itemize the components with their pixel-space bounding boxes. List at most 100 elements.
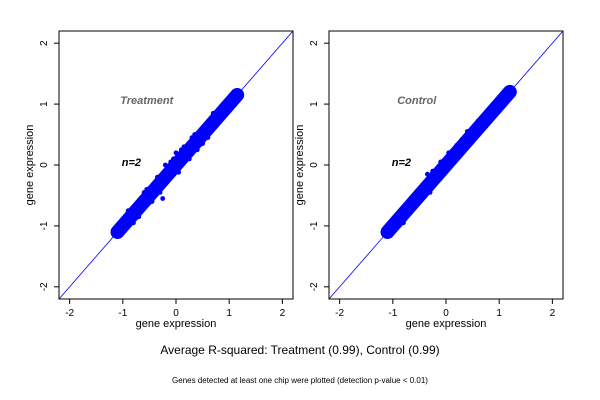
- data-point-control: [395, 217, 401, 223]
- data-point-control: [451, 147, 457, 153]
- data-point-control: [459, 137, 465, 142]
- data-point-control: [438, 168, 444, 174]
- y-tick-label-control: 2: [309, 40, 320, 46]
- data-point-treatment: [139, 202, 144, 208]
- data-point-treatment: [232, 94, 237, 100]
- data-point-treatment: [131, 212, 136, 218]
- caption-r-squared: Average R-squared: Treatment (0.99), Con…: [160, 343, 440, 357]
- data-point-treatment: [194, 147, 200, 153]
- caption-detection-note: Genes detected at least one chip were pl…: [172, 376, 428, 385]
- y-axis-label-control: gene expression: [294, 125, 306, 206]
- data-point-treatment: [189, 144, 195, 150]
- data-point-treatment: [131, 220, 136, 226]
- data-point-treatment: [152, 180, 158, 186]
- data-point-treatment: [181, 144, 187, 150]
- data-point-treatment: [186, 156, 192, 162]
- data-point-treatment: [157, 190, 163, 195]
- y-tick-label-control: 1: [309, 101, 320, 107]
- data-point-treatment: [173, 150, 179, 156]
- data-point-treatment: [154, 184, 160, 190]
- panel-treatment: -2 -1 0 1 2 -2 -1 0 1 2 gene expression gene expres…: [24, 30, 294, 330]
- y-tick-label-treatment: -1: [39, 221, 50, 230]
- data-point-treatment: [115, 230, 120, 236]
- y-tick-label-treatment: -2: [39, 282, 50, 291]
- data-point-treatment: [149, 190, 155, 196]
- data-point-treatment: [205, 126, 211, 131]
- data-point-control: [475, 118, 481, 124]
- n-label-treatment: n=2: [122, 157, 141, 169]
- x-axis-label-control: gene expression: [406, 318, 487, 330]
- data-point-treatment: [210, 110, 216, 116]
- data-point-control: [507, 89, 513, 95]
- y-tick-label-control: -1: [309, 221, 320, 230]
- data-point-control: [424, 184, 430, 190]
- annotation-treatment: Treatment: [120, 95, 174, 107]
- data-point-treatment: [144, 195, 150, 201]
- data-point-treatment: [154, 174, 160, 180]
- data-point-control: [472, 129, 478, 135]
- data-point-treatment: [226, 101, 232, 107]
- data-point-control: [403, 208, 409, 214]
- data-point-treatment: [136, 214, 142, 220]
- x-tick-label-control: 0: [443, 308, 449, 319]
- data-point-treatment: [125, 208, 131, 214]
- data-point-treatment: [141, 190, 147, 195]
- data-point-control: [417, 199, 422, 204]
- data-point-control: [395, 212, 401, 218]
- data-point-control: [422, 180, 428, 186]
- data-point-control: [470, 126, 475, 131]
- data-point-control: [414, 190, 420, 195]
- data-point-control: [438, 159, 444, 165]
- data-area-treatment: [59, 31, 293, 299]
- data-point-treatment: [234, 90, 240, 96]
- data-point-control: [454, 143, 460, 148]
- data-point-treatment: [178, 156, 184, 162]
- data-area-control: [329, 31, 563, 299]
- data-point-treatment: [168, 159, 174, 165]
- data-point-treatment: [189, 135, 195, 140]
- x-tick-label-control: -1: [388, 308, 397, 319]
- data-point-control: [406, 205, 412, 211]
- y-tick-label-control: -2: [309, 282, 320, 291]
- data-point-control: [486, 113, 491, 119]
- y-axis-label-treatment: gene expression: [24, 125, 36, 206]
- data-point-treatment: [157, 180, 163, 186]
- x-tick-label-control: -2: [335, 308, 344, 319]
- data-point-control: [406, 200, 412, 206]
- data-point-control: [462, 141, 468, 147]
- data-point-control: [464, 129, 470, 134]
- data-point-control: [443, 162, 449, 168]
- x-tick-label-treatment: 0: [173, 308, 179, 319]
- y-tick-label-treatment: 1: [39, 101, 50, 107]
- data-point-treatment: [162, 162, 168, 168]
- annotation-control: Control: [397, 95, 437, 107]
- x-tick-label-control: 2: [550, 308, 556, 319]
- x-tick-label-treatment: -2: [65, 308, 74, 319]
- data-point-treatment: [162, 174, 168, 180]
- y-tick-label-treatment: 0: [39, 162, 50, 168]
- data-point-treatment: [141, 199, 147, 204]
- data-point-control: [427, 180, 433, 186]
- data-point-control: [427, 190, 433, 195]
- data-point-treatment: [205, 135, 211, 140]
- data-point-control: [424, 171, 430, 177]
- data-point-treatment: [165, 171, 171, 176]
- x-tick-label-treatment: 1: [226, 308, 232, 319]
- data-point-control: [483, 117, 489, 123]
- data-point-control: [435, 172, 441, 178]
- data-point-control: [411, 205, 417, 211]
- data-point-control: [387, 227, 393, 232]
- data-point-control: [494, 105, 499, 111]
- data-point-control: [475, 126, 481, 131]
- data-point-control: [430, 168, 436, 174]
- data-point-treatment: [213, 117, 219, 123]
- x-tick-label-control: 1: [496, 308, 502, 319]
- data-point-control: [432, 180, 438, 186]
- panel-control: -2 -1 0 1 2 -2 -1 0 1 2 gene expression gene expres…: [294, 30, 564, 330]
- data-point-treatment: [160, 196, 166, 201]
- data-point-treatment: [176, 169, 182, 175]
- data-point-treatment: [197, 135, 203, 140]
- data-point-control: [443, 168, 449, 174]
- data-point-control: [446, 150, 452, 156]
